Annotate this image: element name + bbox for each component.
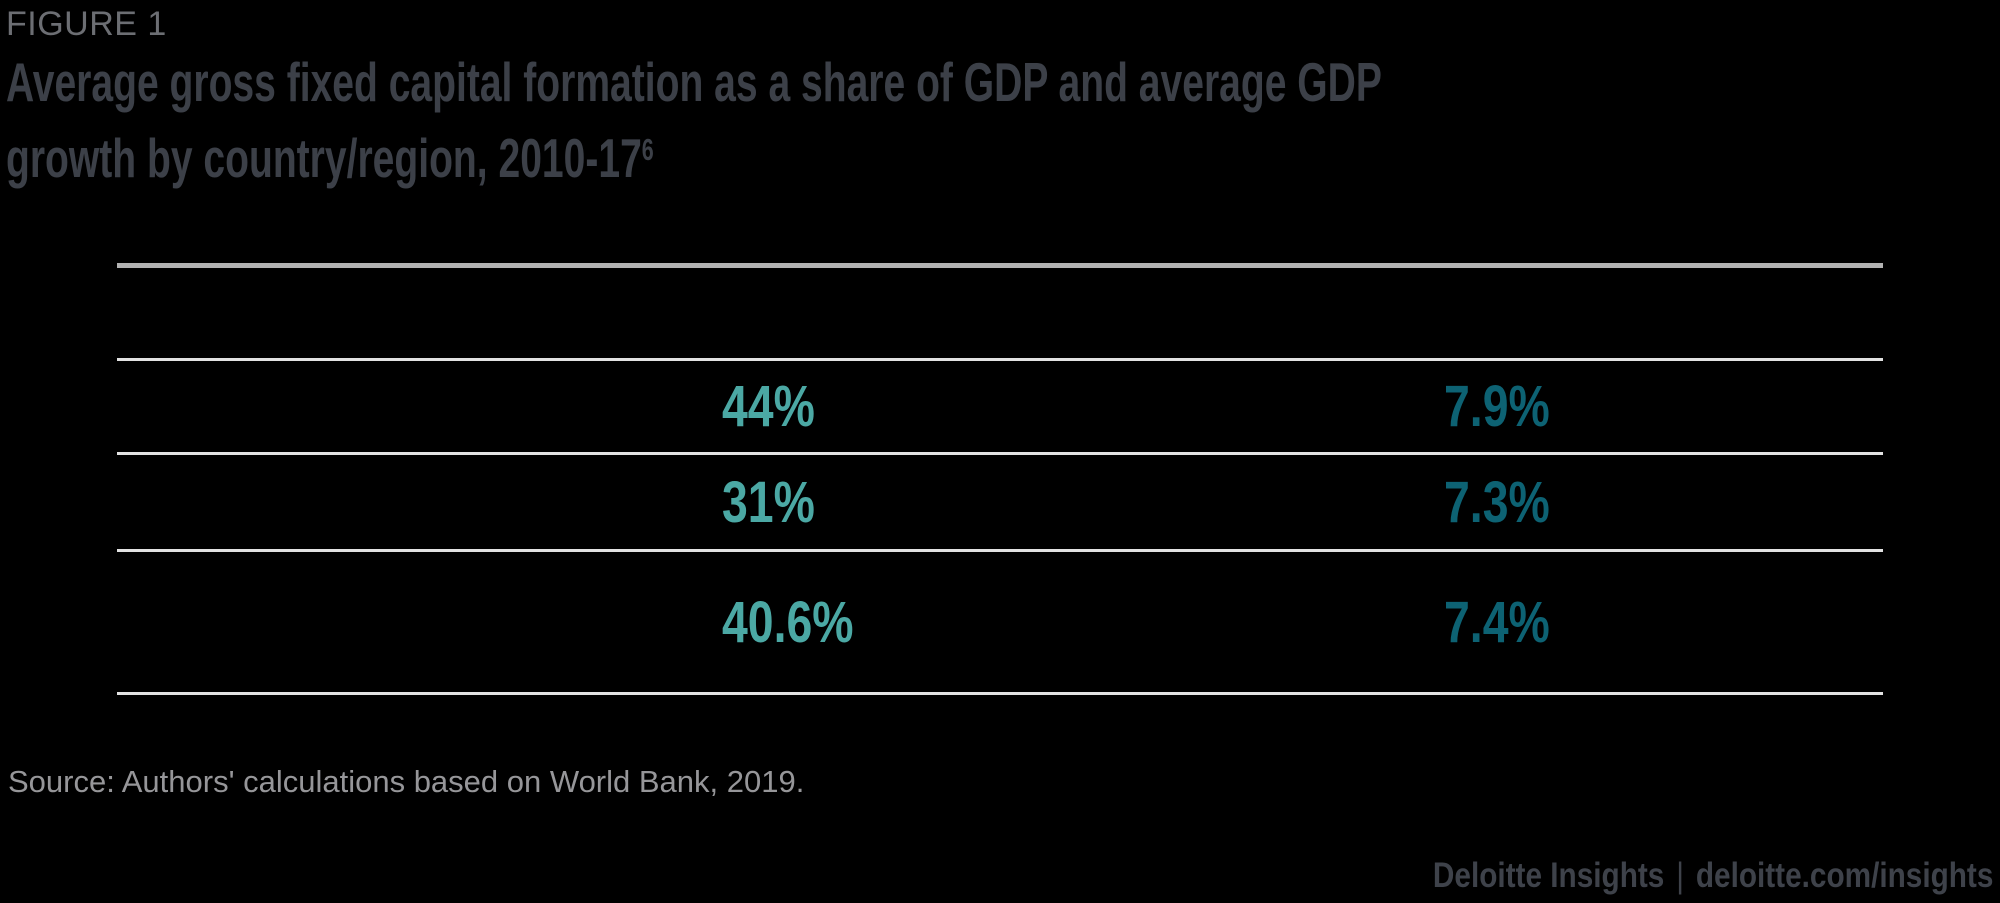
footer-credit: Deloitte Insights | deloitte.com/insights [1433,856,1993,896]
footnote-marker: 6 [641,134,654,168]
table-row: 31% 7.3% [117,455,1883,552]
gdp-growth-value: 7.9% [1444,374,1550,439]
table-row: 44% 7.9% [117,361,1883,455]
footer-separator: | [1675,856,1684,895]
gdp-growth-value: 7.3% [1444,469,1550,535]
source-note: Source: Authors' calculations based on W… [8,764,805,799]
figure-title-line2: growth by country/region, 2010-17 [6,127,642,189]
capital-formation-value: 44% [722,374,815,439]
capital-formation-value: 31% [722,469,815,535]
figure-label: FIGURE 1 [6,5,167,43]
figure-title-line1: Average gross fixed capital formation as… [6,51,1382,113]
gdp-growth-value: 7.4% [1444,589,1550,655]
footer-brand: Deloitte Insights [1432,856,1664,895]
footer-url: deloitte.com/insights [1695,856,1993,895]
data-table: 44% 7.9% 31% 7.3% 40.6% 7.4% [117,263,1883,695]
capital-formation-value: 40.6% [722,589,854,655]
figure-title: Average gross fixed capital formation as… [6,44,1710,196]
table-row: 40.6% 7.4% [117,552,1883,695]
table-header-row [117,268,1883,361]
